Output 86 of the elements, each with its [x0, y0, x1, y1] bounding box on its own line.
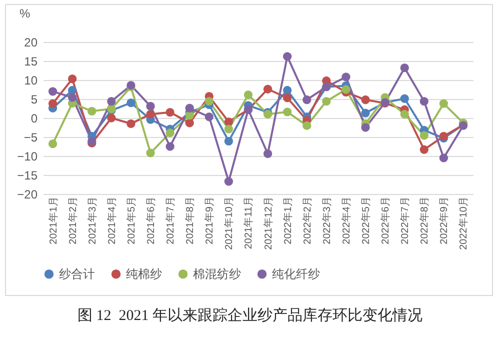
point: [439, 99, 448, 108]
x-tick-label: 2021年8月: [184, 196, 196, 244]
point: [224, 124, 234, 134]
y-tick-label: −5: [24, 130, 38, 144]
x-tick-label: 2021年1月: [47, 196, 60, 244]
x-tick-label: 2022年9月: [438, 196, 450, 244]
point: [244, 90, 253, 100]
point: [166, 142, 174, 151]
point: [166, 108, 174, 117]
y-tick-label: 5: [30, 92, 38, 106]
legend-label: 纯棉纱: [126, 267, 162, 282]
point: [146, 102, 155, 111]
point: [48, 99, 58, 108]
y-tick-label: 10: [24, 74, 38, 88]
point: [185, 104, 194, 112]
y-tick-label: −15: [17, 168, 38, 182]
point: [185, 111, 194, 120]
point: [420, 131, 428, 140]
text: 图 12 2021 年以来跟踪企业纱产品库存环比变化情况: [76, 306, 424, 325]
point: [282, 86, 292, 95]
x-tick-label: 2021年12月: [262, 196, 274, 250]
x-tick-label: 2022年2月: [301, 196, 314, 244]
x-tick-label: 2022年4月: [340, 196, 352, 244]
point: [224, 136, 234, 146]
x-tick-label: 2021年7月: [164, 196, 177, 244]
point: [400, 64, 409, 72]
x-tick-label: 2021年3月: [86, 196, 98, 244]
point: [146, 148, 155, 158]
point: [342, 72, 350, 82]
point: [400, 94, 409, 103]
legend-label: 纯化纤纱: [272, 267, 320, 282]
point: [107, 114, 116, 122]
point: [420, 96, 428, 106]
point: [48, 87, 58, 96]
x-tick-label: 2021年2月: [66, 196, 79, 244]
point: [68, 86, 77, 95]
legend-label: 棉混纺纱: [193, 267, 241, 282]
y-tick-label: 15: [24, 54, 38, 68]
point: [322, 96, 331, 106]
y-tick-label: 20: [24, 36, 38, 50]
x-tick-label: 2022年6月: [380, 196, 392, 244]
point: [88, 106, 96, 116]
point: [361, 123, 370, 132]
point: [166, 128, 174, 138]
x-tick-label: 2021年6月: [145, 196, 157, 244]
point: [126, 98, 136, 108]
point: [439, 154, 448, 162]
point: [420, 145, 428, 154]
point: [400, 110, 409, 119]
point: [224, 177, 234, 186]
point: [282, 94, 292, 102]
point: [282, 108, 292, 116]
legend-label: 纱合计: [59, 267, 95, 282]
x-tick-label: 2021年4月: [106, 196, 118, 244]
x-tick-label: 2022年5月: [360, 196, 372, 244]
point: [68, 93, 77, 102]
point: [361, 108, 370, 118]
point: [107, 96, 116, 106]
y-tick-label: −20: [17, 188, 38, 202]
point: [302, 121, 312, 130]
point: [342, 85, 350, 94]
point: [48, 140, 58, 148]
x-tick-label: 2022年10月: [458, 196, 470, 250]
point: [204, 112, 214, 122]
x-tick-label: 2021年9月: [204, 196, 216, 244]
point: [263, 84, 272, 94]
x-tick-label: 2021年10月: [223, 196, 236, 250]
x-tick-label: 2022年1月: [282, 196, 294, 244]
point: [224, 117, 234, 126]
point: [185, 118, 194, 128]
point: [361, 95, 370, 104]
point: [302, 95, 312, 104]
x-tick-label: 2022年8月: [418, 196, 431, 244]
y-tick-label: 0: [30, 112, 38, 126]
x-tick-label: 2022年7月: [399, 196, 412, 244]
y-tick-label: −10: [17, 150, 38, 164]
point: [126, 119, 136, 128]
point: [282, 52, 292, 61]
x-tick-label: 2022年3月: [320, 196, 333, 244]
x-tick-label: 2021年11月: [242, 196, 255, 250]
point: [146, 110, 155, 119]
x-tick-label: 2021年5月: [125, 196, 138, 244]
point: [204, 96, 214, 106]
y-axis-title: %: [20, 6, 30, 20]
point: [68, 74, 77, 84]
point: [263, 149, 272, 158]
